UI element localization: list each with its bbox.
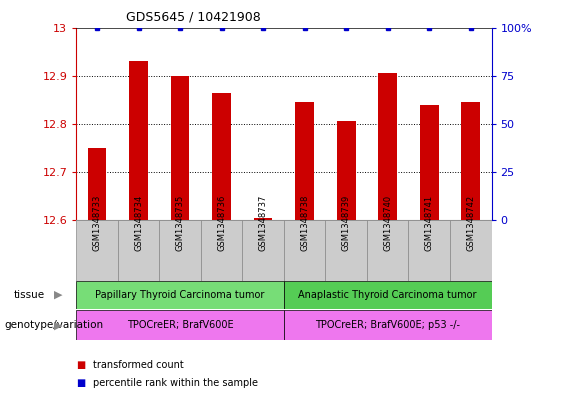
Text: ▶: ▶ [54, 290, 62, 300]
Text: ■: ■ [76, 378, 85, 388]
Bar [254, 218, 272, 220]
Text: GSM1348740: GSM1348740 [383, 195, 392, 251]
Text: GSM1348735: GSM1348735 [176, 194, 185, 251]
Bar [284, 220, 325, 281]
Bar [76, 281, 284, 309]
Text: percentile rank within the sample: percentile rank within the sample [93, 378, 258, 388]
Text: GSM1348736: GSM1348736 [217, 194, 226, 251]
Text: GSM1348739: GSM1348739 [342, 194, 351, 251]
Text: ▶: ▶ [54, 320, 62, 331]
Text: TPOCreER; BrafV600E: TPOCreER; BrafV600E [127, 320, 233, 330]
Text: GSM1348737: GSM1348737 [259, 194, 268, 251]
Text: ■: ■ [76, 360, 85, 371]
Bar [450, 220, 492, 281]
Bar [129, 61, 148, 220]
Bar [88, 148, 106, 220]
Bar [76, 310, 284, 340]
Text: GSM1348738: GSM1348738 [300, 194, 309, 251]
Bar [337, 121, 355, 220]
Bar [118, 220, 159, 281]
Bar [367, 220, 408, 281]
Text: GSM1348733: GSM1348733 [93, 194, 102, 251]
Text: GSM1348742: GSM1348742 [466, 195, 475, 251]
Text: genotype/variation: genotype/variation [4, 320, 103, 331]
Text: GSM1348741: GSM1348741 [425, 195, 434, 251]
Bar [76, 220, 118, 281]
Bar [284, 310, 492, 340]
Bar [212, 92, 231, 220]
Text: Papillary Thyroid Carcinoma tumor: Papillary Thyroid Carcinoma tumor [95, 290, 265, 300]
Bar [462, 102, 480, 220]
Text: tissue: tissue [14, 290, 45, 300]
Bar [159, 220, 201, 281]
Bar [284, 281, 492, 309]
Bar [408, 220, 450, 281]
Bar [242, 220, 284, 281]
Text: TPOCreER; BrafV600E; p53 -/-: TPOCreER; BrafV600E; p53 -/- [315, 320, 460, 330]
Bar [379, 73, 397, 220]
Text: GSM1348734: GSM1348734 [134, 194, 143, 251]
Bar [420, 105, 438, 220]
Text: GDS5645 / 10421908: GDS5645 / 10421908 [126, 11, 261, 24]
Bar [201, 220, 242, 281]
Bar [295, 102, 314, 220]
Text: Anaplastic Thyroid Carcinoma tumor: Anaplastic Thyroid Carcinoma tumor [298, 290, 477, 300]
Bar [325, 220, 367, 281]
Text: transformed count: transformed count [93, 360, 184, 371]
Bar [171, 75, 189, 220]
